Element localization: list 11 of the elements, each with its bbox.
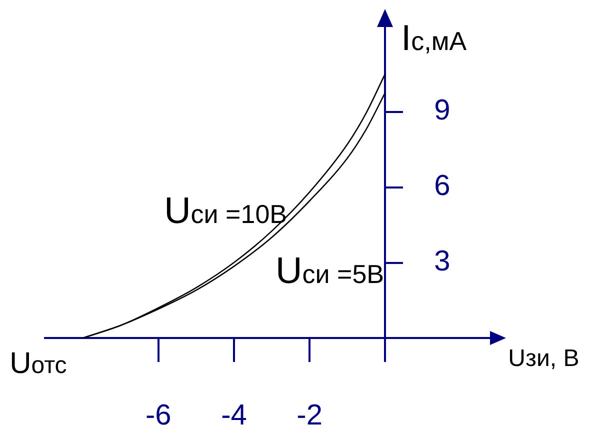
x-axis-title: Uзи, В <box>508 345 580 372</box>
series-label: Uси =5В <box>276 250 384 291</box>
x-tick-label: -2 <box>296 399 322 429</box>
x-tick-label: -6 <box>145 399 172 429</box>
y-tick-label: 3 <box>434 246 450 278</box>
annotation: Uотс <box>10 347 67 380</box>
series-label: Uси =10В <box>164 190 288 231</box>
y-tick-label: 9 <box>434 94 450 127</box>
y-tick-label: 6 <box>434 170 450 202</box>
y-axis-title: Iс,мА <box>401 17 468 58</box>
x-tick-label: -4 <box>221 399 247 429</box>
